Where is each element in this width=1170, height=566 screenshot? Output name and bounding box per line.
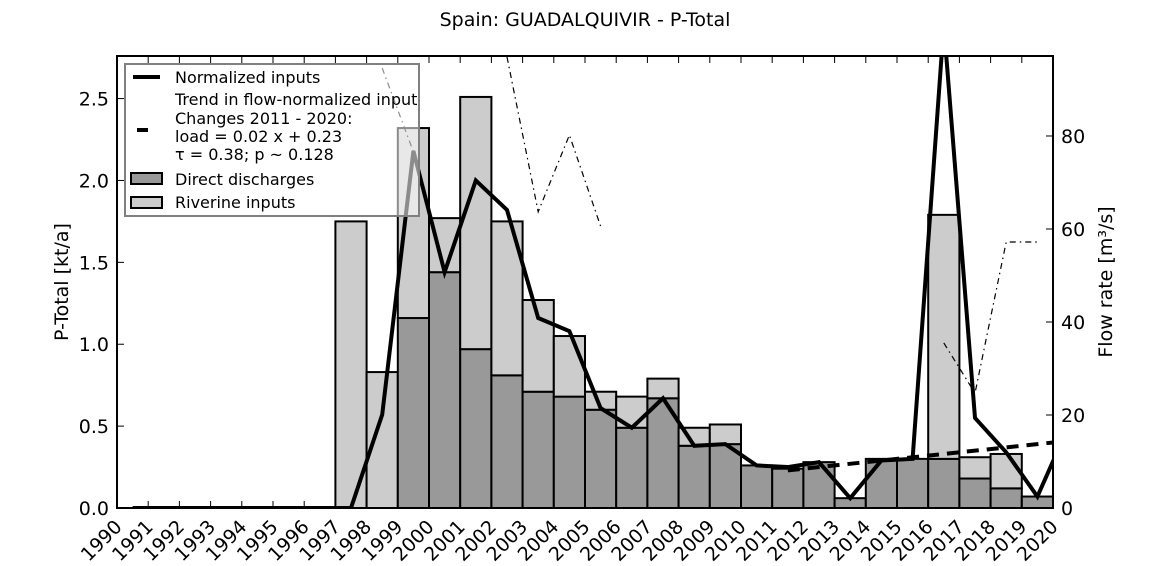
bar-direct-2002	[490, 374, 524, 508]
bar-direct-2005	[584, 408, 618, 508]
y-tick-label: 0.0	[79, 498, 109, 520]
y-right-tick-label: 60	[1061, 219, 1085, 241]
line-series	[132, 56, 1053, 508]
bar-direct-2001	[459, 348, 493, 508]
y-axis-right-label: Flow rate [m³/s]	[1095, 206, 1117, 357]
y-tick-label: 1.0	[79, 334, 109, 356]
chart-title: Spain: GUADALQUIVIR - P-Total	[440, 9, 731, 31]
y-tick-label: 2.5	[79, 89, 109, 111]
bar-riverine-1997	[334, 220, 368, 508]
bar-riverine-2017	[958, 456, 992, 480]
bar-direct-2016	[927, 457, 961, 508]
bar-riverine-1998	[365, 371, 399, 508]
bar-direct-2017	[958, 477, 992, 508]
bar-direct-2006	[615, 426, 649, 508]
trend-line	[787, 440, 1053, 473]
y-axis-left: 0.0 0.5 1.0 1.5 2.0 2.5	[79, 89, 124, 520]
bar-direct-2015	[896, 457, 930, 508]
legend-label-direct: Direct discharges	[175, 170, 314, 189]
flow-rate-line	[506, 56, 602, 227]
legend-label-trend-3: load = 0.02 x + 0.23	[175, 127, 342, 146]
bar-direct-2000	[428, 271, 462, 508]
bar-direct-2004	[552, 395, 586, 508]
bar-riverine-2007	[646, 377, 680, 400]
legend-label-trend-4: τ = 0.38; p ~ 0.128	[175, 145, 334, 164]
y-tick-label: 0.5	[79, 416, 109, 438]
legend-label-normalized: Normalized inputs	[175, 68, 320, 87]
bar-direct-2018	[989, 487, 1023, 508]
y-tick-label: 2.0	[79, 170, 109, 192]
legend-label-trend-1: Trend in flow-normalized input	[174, 90, 417, 109]
bar-direct-2010	[740, 464, 774, 508]
bar-direct-2008	[677, 444, 711, 508]
bar-direct-2011	[771, 467, 805, 508]
y-right-tick-label: 20	[1061, 405, 1085, 427]
y-tick-label: 1.5	[79, 252, 109, 274]
bar-direct-1999	[396, 317, 430, 508]
y-axis-label: P-Total [kt/a]	[51, 223, 73, 341]
y-right-tick-label: 0	[1061, 498, 1073, 520]
bar-riverine-2001	[459, 95, 493, 351]
y-axis-right: 0 20 40 60 80	[1046, 126, 1085, 520]
legend-label-riverine: Riverine inputs	[175, 193, 295, 212]
legend-riverine-patch-icon	[130, 196, 163, 209]
bar-riverine-2004	[552, 335, 586, 398]
legend: Normalized inputs Trend in flow-normaliz…	[124, 63, 420, 217]
legend-box	[124, 63, 420, 217]
bar-riverine-2009	[708, 423, 742, 446]
legend-direct-patch-icon	[130, 172, 163, 185]
bar-riverine-2016	[927, 213, 961, 460]
legend-label-trend-2: Changes 2011 - 2020:	[175, 109, 352, 128]
y-right-tick-label: 80	[1061, 126, 1085, 148]
bar-direct-2003	[521, 390, 555, 508]
y-right-tick-label: 40	[1061, 312, 1085, 334]
bar-direct-2014	[864, 457, 898, 508]
